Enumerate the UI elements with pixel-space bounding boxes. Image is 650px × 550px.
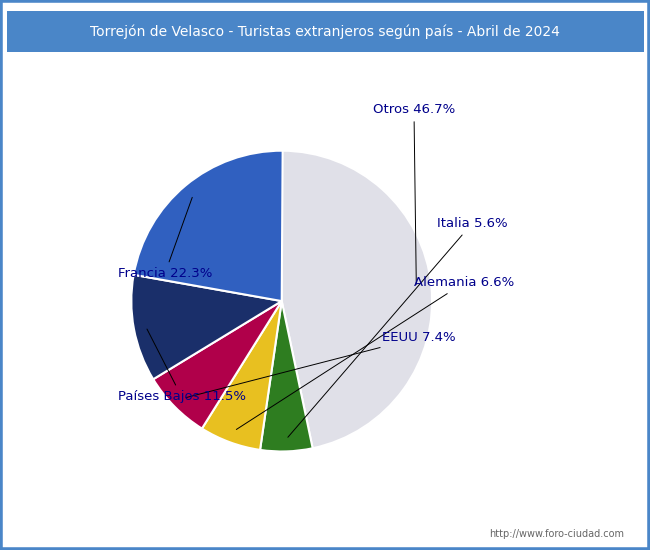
Wedge shape — [281, 151, 432, 448]
Text: Alemania 6.6%: Alemania 6.6% — [237, 276, 514, 430]
Text: Países Bajos 11.5%: Países Bajos 11.5% — [118, 329, 246, 403]
Text: http://www.foro-ciudad.com: http://www.foro-ciudad.com — [489, 529, 624, 539]
Wedge shape — [131, 275, 281, 380]
Text: Torrejón de Velasco - Turistas extranjeros según país - Abril de 2024: Torrejón de Velasco - Turistas extranjer… — [90, 24, 560, 39]
Text: Francia 22.3%: Francia 22.3% — [118, 197, 212, 280]
Wedge shape — [153, 301, 281, 428]
Wedge shape — [202, 301, 281, 450]
Text: Italia 5.6%: Italia 5.6% — [288, 217, 507, 437]
Text: Otros 46.7%: Otros 46.7% — [373, 103, 455, 284]
Wedge shape — [260, 301, 313, 452]
Text: EEUU 7.4%: EEUU 7.4% — [186, 331, 456, 398]
Wedge shape — [134, 151, 283, 301]
